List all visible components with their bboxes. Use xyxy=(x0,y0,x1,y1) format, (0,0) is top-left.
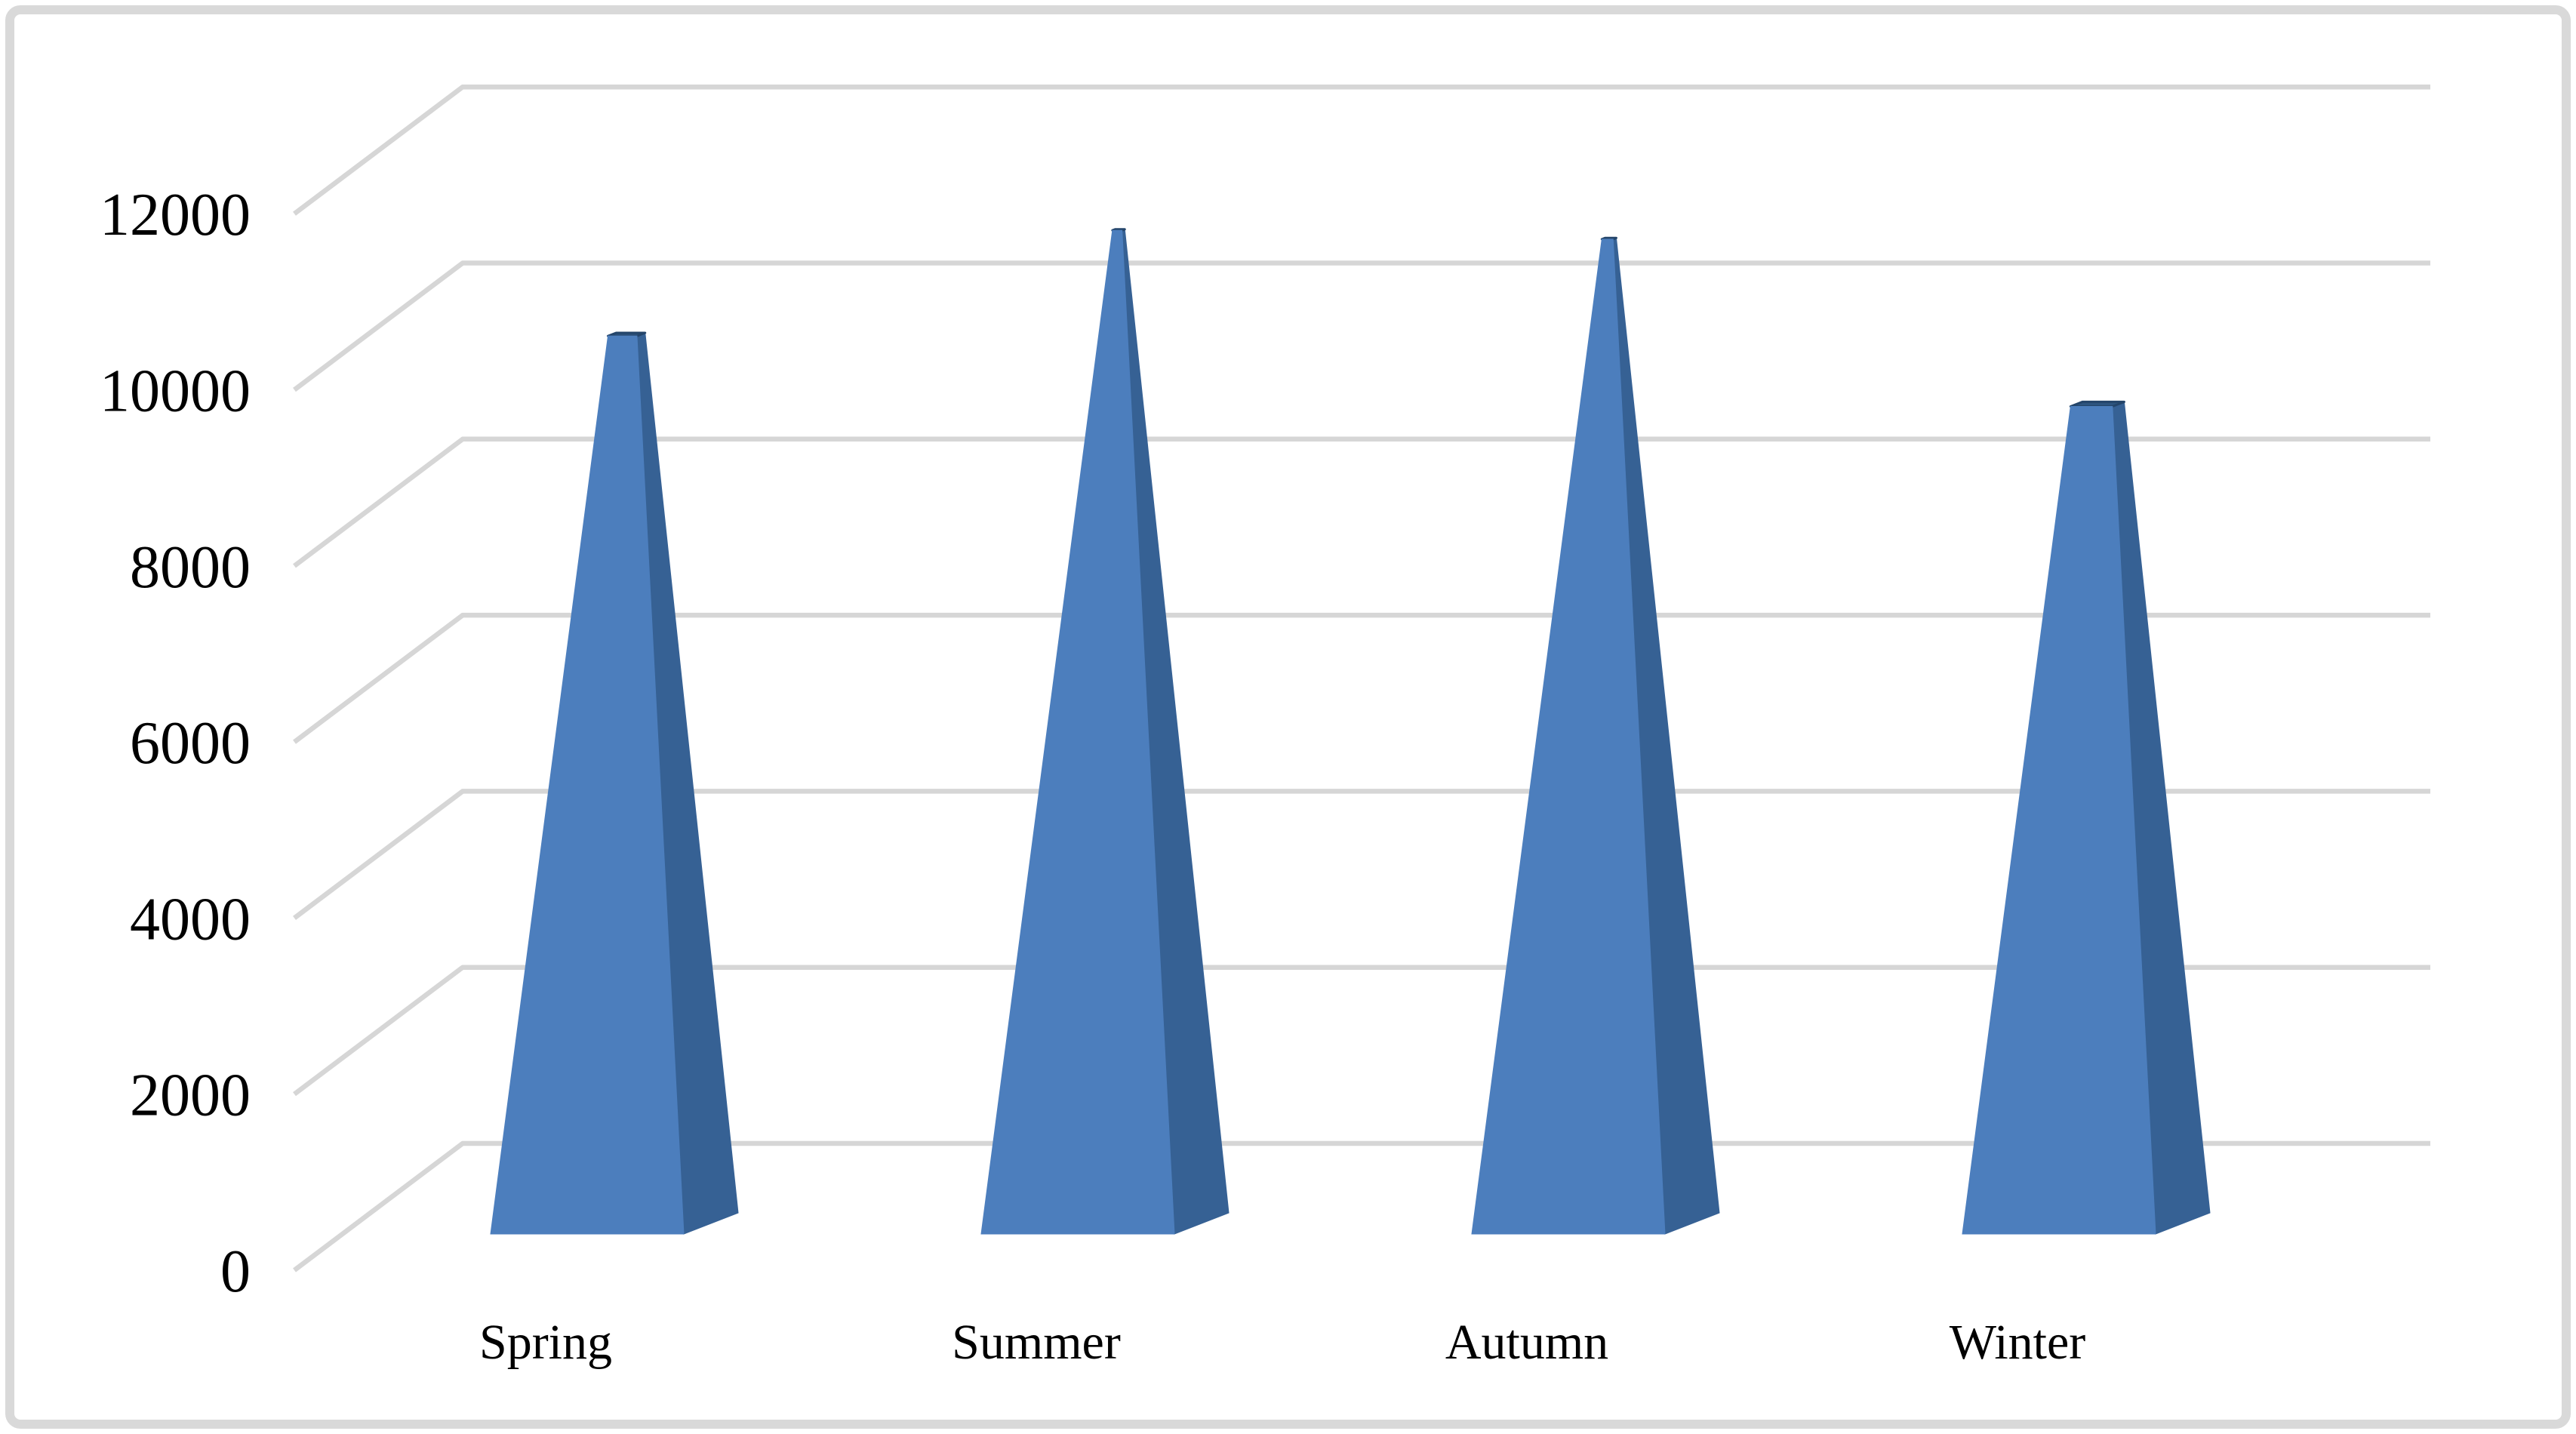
gridline xyxy=(293,436,2430,568)
pyramid-bar-summer xyxy=(980,228,1230,1235)
pyramid-front-face xyxy=(980,229,1175,1235)
gridline xyxy=(293,965,2430,1097)
y-axis-tick-label: 4000 xyxy=(130,886,251,952)
pyramid-bar-autumn xyxy=(1471,236,1720,1235)
pyramid-front-face xyxy=(490,335,685,1235)
x-axis-category-label: Autumn xyxy=(1445,1315,1608,1370)
y-axis-tick-label: 6000 xyxy=(130,710,251,777)
gridline xyxy=(293,84,2430,216)
gridline xyxy=(293,1140,2430,1272)
pyramid-bar-winter xyxy=(1962,400,2211,1235)
pyramid-top-face xyxy=(607,331,647,337)
x-axis-category-label: Summer xyxy=(952,1315,1121,1370)
y-axis-tick-label: 0 xyxy=(220,1239,251,1305)
x-axis-category-label: Spring xyxy=(479,1315,612,1370)
gridline xyxy=(293,789,2430,920)
gridline xyxy=(293,260,2430,392)
x-axis-category-label: Winter xyxy=(1950,1315,2086,1370)
pyramid-top-face xyxy=(2069,400,2125,408)
gridlines-layer xyxy=(293,84,2430,1272)
y-axis-tick-label: 2000 xyxy=(130,1063,251,1129)
y-axis-tick-label: 12000 xyxy=(100,182,251,248)
pyramid-front-face xyxy=(1471,238,1666,1235)
y-axis-tick-label: 10000 xyxy=(100,358,251,425)
bars-layer xyxy=(490,228,2211,1235)
labels-layer: 0 2000 4000 6000 8000 10000 12000 Spring Summer A… xyxy=(100,182,2085,1370)
y-axis-tick-label: 8000 xyxy=(130,534,251,601)
pyramid-front-face xyxy=(1962,405,2156,1235)
gridline xyxy=(293,612,2430,744)
pyramid-bar-spring xyxy=(490,331,739,1235)
